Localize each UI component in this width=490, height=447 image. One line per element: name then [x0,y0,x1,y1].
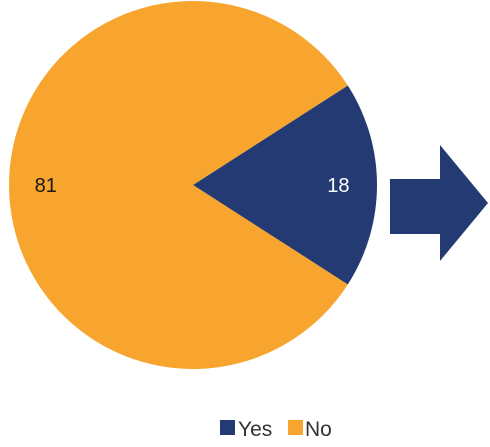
data-label-no: 81 [35,175,57,197]
legend-label-no: No [305,418,332,441]
right-arrow-icon [390,145,488,261]
legend-swatch-yes [220,420,235,435]
legend-item-yes: Yes [220,418,272,441]
legend-label-yes: Yes [238,418,272,441]
legend-swatch-no [288,420,303,435]
pie-slice-no [9,0,348,369]
pie-slice-yes [193,85,377,285]
legend-item-no: No [288,418,332,441]
pie-slices [9,0,377,369]
legend: Yes No [220,418,332,441]
data-label-yes: 18 [327,175,349,197]
